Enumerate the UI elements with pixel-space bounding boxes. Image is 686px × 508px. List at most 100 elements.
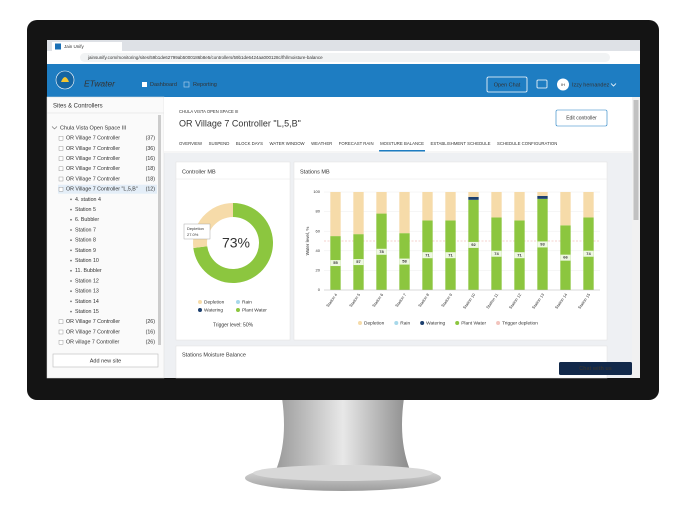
- value-label: 92: [471, 242, 476, 247]
- controller-name[interactable]: OR Village 7 Controller: [66, 156, 120, 162]
- legend-label: Depletion: [364, 320, 385, 326]
- station-name[interactable]: Station 14: [75, 299, 99, 305]
- controller-name[interactable]: OR Village 7 Controller: [66, 319, 120, 325]
- controller-count: (26): [146, 319, 156, 325]
- value-label-bg: [583, 250, 594, 257]
- y-tick-label: 0: [318, 287, 321, 292]
- station-bullet: [70, 249, 72, 252]
- controller-count: (37): [146, 136, 156, 142]
- edit-controller-label: Edit controller: [566, 116, 597, 122]
- site-name[interactable]: Chula Vista Open Space III: [60, 125, 127, 131]
- station-name[interactable]: Station 8: [75, 238, 96, 244]
- tab[interactable]: MOISTURE BALANCE: [380, 141, 424, 146]
- tooltip-name: Depletion: [187, 226, 204, 231]
- user-menu-caret: [610, 83, 617, 87]
- controller-name[interactable]: OR Village 7 Controller: [66, 176, 120, 182]
- station-name[interactable]: 11. Bubbler: [75, 268, 102, 274]
- tooltip: [183, 223, 211, 240]
- monitor-base-top: [253, 465, 433, 481]
- legend-swatch: [455, 321, 460, 325]
- bar-segment: [445, 192, 456, 221]
- chat-widget-label: Chat with us: [579, 366, 612, 372]
- value-label: 74: [586, 251, 591, 256]
- browser-tab[interactable]: [52, 42, 122, 51]
- breadcrumb: CHULA VISTA OPEN SPACE III: [179, 109, 238, 114]
- y-tick-label: 40: [316, 248, 321, 253]
- controller-mb-panel: [175, 161, 291, 341]
- page-scrollbar: [632, 97, 640, 378]
- controller-count: (36): [146, 146, 156, 152]
- user-avatar[interactable]: [557, 78, 569, 91]
- station-name[interactable]: Station 5: [75, 207, 96, 213]
- y-tick-label: 60: [316, 228, 321, 233]
- notifications-icon[interactable]: [536, 79, 548, 89]
- legend-swatch: [394, 321, 399, 325]
- dashboard-icon: [142, 82, 147, 87]
- legend-swatch: [198, 300, 202, 304]
- value-label: 74: [494, 251, 499, 256]
- monitor-neck: [276, 398, 410, 470]
- tab[interactable]: SUSPEND: [209, 141, 230, 146]
- edit-controller-button[interactable]: [555, 109, 608, 127]
- bar-segment: [422, 192, 433, 221]
- nav-link[interactable]: Reporting: [193, 82, 217, 88]
- tab[interactable]: WEATHER: [311, 141, 332, 146]
- station-bullet: [70, 280, 72, 282]
- bar-segment: [537, 195, 548, 199]
- controller-count: (18): [146, 166, 156, 172]
- tab[interactable]: SCHEDULE CONFIGURATION: [497, 141, 557, 146]
- controller-name[interactable]: OR Village 7 Controller: [66, 136, 120, 142]
- controller-name[interactable]: OR Village 7 Controller: [66, 146, 120, 152]
- value-label: 71: [448, 252, 453, 257]
- tab[interactable]: BLOCK DAYS: [236, 141, 263, 146]
- bar-segment: [330, 192, 341, 237]
- station-name[interactable]: 6. Bubbler: [75, 217, 99, 223]
- bar-segment: [468, 192, 479, 197]
- controller-count: (16): [146, 329, 156, 335]
- user-name[interactable]: Izzy hernandez: [572, 82, 610, 88]
- address-bar[interactable]: [80, 53, 610, 62]
- bar-segment: [583, 192, 594, 218]
- station-bullet: [70, 198, 72, 201]
- station-bullet: [70, 269, 72, 272]
- station-name[interactable]: Station 13: [75, 289, 99, 295]
- controller-name[interactable]: OR Village 7 Controller: [66, 329, 120, 335]
- station-bullet: [70, 229, 72, 231]
- controller-count: (26): [146, 340, 156, 346]
- station-name[interactable]: Station 10: [75, 258, 99, 264]
- bar-segment: [376, 192, 387, 214]
- tooltip-value: 27.0%: [187, 232, 199, 237]
- station-bullet: [70, 239, 72, 242]
- tab[interactable]: ESTABLISHMENT SCHEDULE: [431, 141, 491, 146]
- value-label: 71: [425, 252, 430, 257]
- controller-name[interactable]: OR village 7 Controller: [66, 340, 120, 346]
- controller-name[interactable]: OR Village 7 Controller: [66, 166, 120, 172]
- station-bullet: [70, 218, 72, 221]
- tab[interactable]: FORECAST RAIN: [339, 141, 374, 146]
- legend-label: Trigger depletion: [502, 320, 538, 326]
- tab[interactable]: WATER WINDOW: [270, 141, 306, 146]
- open-chat-button[interactable]: [486, 76, 528, 93]
- station-name[interactable]: 4. station 4: [75, 197, 101, 203]
- station-name[interactable]: Station 9: [75, 248, 96, 254]
- legend-swatch: [198, 308, 202, 312]
- nav-link[interactable]: Dashboard: [150, 82, 177, 88]
- station-name[interactable]: Station 12: [75, 278, 99, 284]
- station-name[interactable]: Station 7: [75, 227, 96, 233]
- browser-tabbar: [47, 40, 640, 51]
- legend-swatch: [496, 321, 501, 325]
- value-label-bg: [514, 252, 525, 259]
- expand-box: [58, 166, 64, 172]
- controller-name[interactable]: OR Village 7 Controller "L,5,B": [66, 187, 138, 193]
- add-site-button[interactable]: [52, 353, 159, 368]
- value-label-bg: [560, 254, 571, 261]
- donut-center-label: 73%: [222, 235, 250, 251]
- station-name[interactable]: Station 15: [75, 309, 99, 315]
- add-site-label: Add new site: [90, 358, 122, 364]
- brand-name: ETwater: [84, 78, 116, 88]
- chat-widget[interactable]: [559, 362, 632, 375]
- tab[interactable]: OVERVIEW: [179, 141, 203, 146]
